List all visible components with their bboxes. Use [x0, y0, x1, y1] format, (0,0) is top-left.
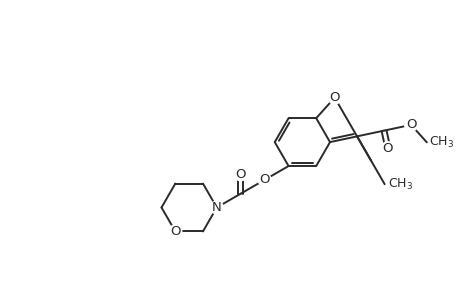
Text: CH$_3$: CH$_3$	[387, 177, 412, 192]
Text: O: O	[170, 225, 180, 238]
Circle shape	[210, 201, 223, 214]
Text: O: O	[235, 168, 246, 181]
Text: CH$_3$: CH$_3$	[428, 135, 453, 150]
Text: O: O	[259, 173, 269, 186]
Circle shape	[234, 168, 246, 181]
Text: O: O	[382, 142, 392, 155]
Text: O: O	[405, 118, 415, 131]
Text: N: N	[212, 201, 221, 214]
Circle shape	[328, 91, 341, 104]
Circle shape	[168, 225, 181, 238]
Text: O: O	[329, 91, 339, 104]
Circle shape	[381, 142, 393, 155]
Circle shape	[404, 118, 417, 131]
Circle shape	[257, 173, 270, 186]
